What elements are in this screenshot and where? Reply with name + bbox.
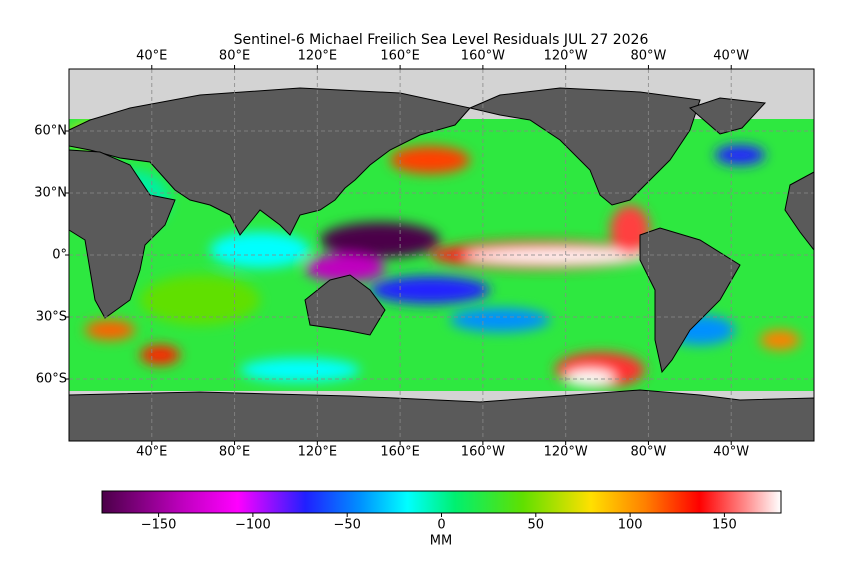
lon-label-top: 120°W xyxy=(544,49,588,64)
colorbar-tick-label: −150 xyxy=(141,518,177,533)
lat-label: 0° xyxy=(52,248,67,263)
title: Sentinel-6 Michael Freilich Sea Level Re… xyxy=(234,32,649,48)
lon-label-top: 120°E xyxy=(298,49,338,64)
map-area xyxy=(68,68,815,442)
lon-label-bottom: 40°E xyxy=(136,445,167,460)
lon-label-bottom: 160°W xyxy=(461,445,505,460)
colorbar xyxy=(101,490,782,514)
land xyxy=(68,87,815,442)
colorbar-tick-label: −50 xyxy=(333,518,360,533)
colorbar-label: MM xyxy=(430,534,452,549)
lat-label: 30°N xyxy=(34,186,67,201)
colorbar-tick-label: −100 xyxy=(235,518,271,533)
lon-label-top: 80°W xyxy=(630,49,666,64)
colorbar-tick-label: 100 xyxy=(618,518,643,533)
lon-label-bottom: 160°E xyxy=(380,445,420,460)
lon-label-top: 160°E xyxy=(380,49,420,64)
lon-label-bottom: 80°W xyxy=(630,445,666,460)
colorbar-tick-label: 50 xyxy=(528,518,545,533)
colorbar-tick-label: 0 xyxy=(437,518,445,533)
lon-label-bottom: 40°W xyxy=(713,445,749,460)
lon-label-top: 40°W xyxy=(713,49,749,64)
lon-label-bottom: 120°W xyxy=(544,445,588,460)
graticule xyxy=(69,69,814,441)
lat-label: 60°N xyxy=(34,124,67,139)
lon-label-top: 160°W xyxy=(461,49,505,64)
lon-label-top: 80°E xyxy=(219,49,250,64)
lon-label-bottom: 80°E xyxy=(219,445,250,460)
lon-label-top: 40°E xyxy=(136,49,167,64)
lat-label: 60°S xyxy=(36,372,67,387)
lon-label-bottom: 120°E xyxy=(298,445,338,460)
lat-label: 30°S xyxy=(36,310,67,325)
colorbar-tick-label: 150 xyxy=(712,518,737,533)
